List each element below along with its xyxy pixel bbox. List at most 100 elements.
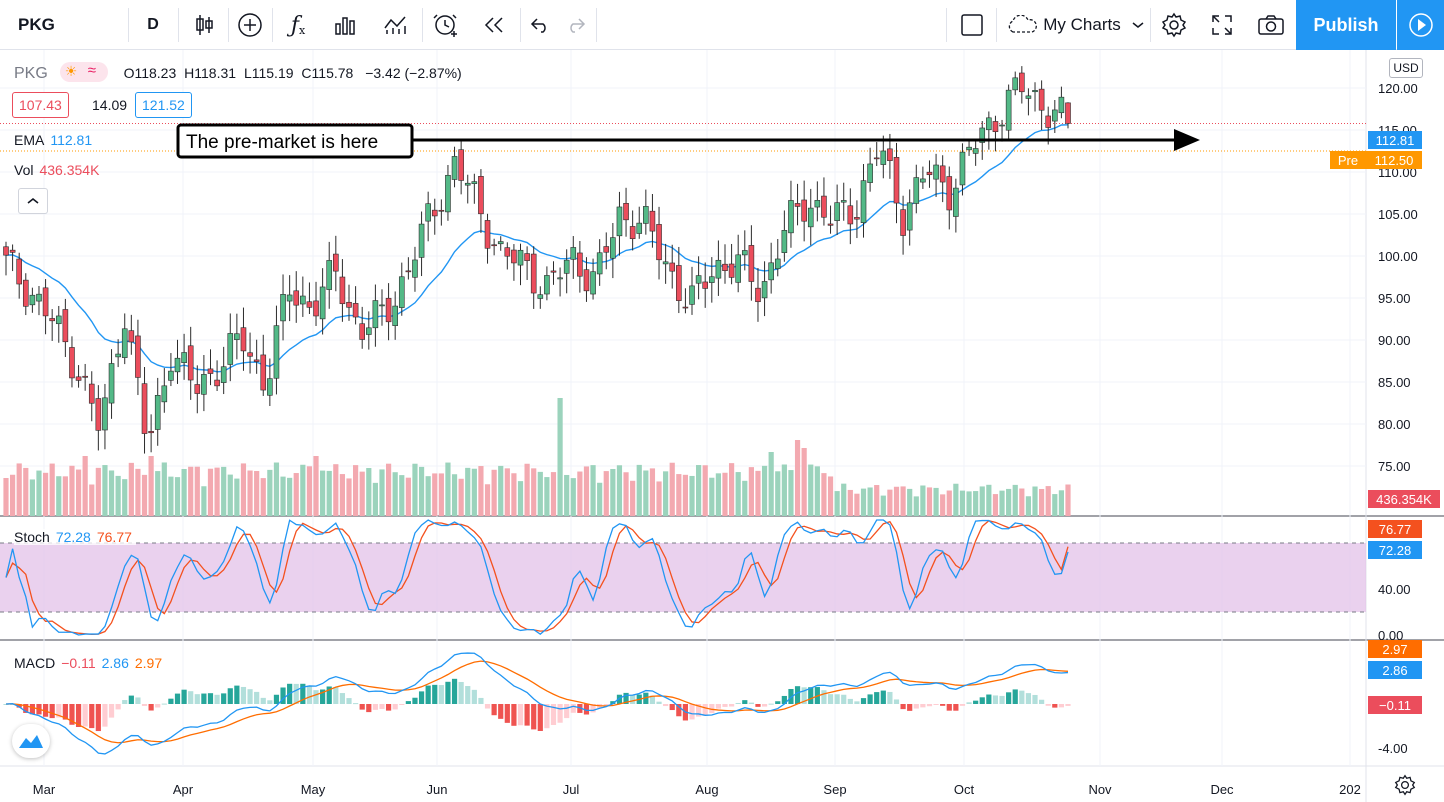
volume-bar — [29, 479, 35, 516]
currency-badge[interactable]: USD — [1389, 58, 1423, 78]
macd-histogram-bar — [722, 704, 728, 707]
fullscreen-square-icon[interactable] — [950, 0, 994, 50]
settings-gear-icon[interactable] — [1152, 0, 1196, 50]
volume-bar — [834, 491, 840, 516]
candle-body — [187, 345, 194, 381]
volume-bar — [333, 464, 339, 516]
redo-icon[interactable] — [558, 0, 594, 50]
compare-add-icon[interactable] — [230, 0, 270, 50]
macd-histogram-bar — [484, 704, 491, 709]
candle-body — [405, 270, 412, 273]
stoch-tick-label: 40.00 — [1378, 582, 1411, 597]
candle-body — [1032, 90, 1038, 93]
candle-body — [418, 223, 425, 258]
undo-icon[interactable] — [522, 0, 558, 50]
candle-body — [1005, 89, 1012, 131]
macd-histogram-bar — [498, 704, 504, 719]
candles-icon[interactable] — [182, 0, 226, 50]
volume-bar — [702, 465, 708, 516]
candle-body — [69, 347, 75, 379]
toolbar-divider — [946, 8, 947, 42]
candle-body — [95, 398, 102, 431]
macd-histogram-bar — [181, 689, 187, 704]
volume-bar — [168, 476, 174, 516]
volume-bar — [3, 478, 9, 516]
candle-body — [22, 279, 29, 307]
volume-bar — [1019, 488, 1025, 516]
candle-body — [3, 246, 9, 256]
volume-bar — [36, 470, 42, 516]
candle-body — [741, 250, 748, 256]
candle-body — [36, 293, 42, 302]
play-button[interactable] — [1397, 0, 1444, 50]
candle-body — [867, 163, 873, 183]
macd-histogram-bar — [550, 704, 557, 725]
volume-bar — [531, 468, 537, 516]
currency-label: USD — [1393, 61, 1419, 75]
volume-bar — [273, 462, 280, 516]
time-scale-settings-icon[interactable] — [1394, 774, 1420, 800]
templates-bar-icon[interactable] — [322, 0, 370, 50]
fullscreen-expand-icon[interactable] — [1198, 0, 1246, 50]
snapshot-camera-icon[interactable] — [1248, 0, 1294, 50]
macd-histogram-bar — [992, 695, 999, 704]
my-charts-button[interactable]: My Charts — [1000, 0, 1150, 50]
macd-histogram-bar — [221, 693, 227, 704]
macd-histogram-bar — [827, 694, 834, 704]
macd-histogram-bar — [366, 704, 372, 713]
interval-button[interactable]: D — [130, 0, 176, 50]
volume-bar — [768, 452, 774, 516]
volume-bar — [847, 489, 853, 516]
volume-bar — [445, 462, 451, 516]
bid-badge[interactable]: 107.43 — [12, 92, 69, 118]
volume-bar — [346, 478, 352, 516]
price-tick-label: 120.00 — [1378, 81, 1418, 96]
candle-body — [623, 203, 629, 221]
macd-histogram-bar — [23, 704, 29, 713]
macd-histogram-bar — [834, 694, 840, 704]
ask-badge[interactable]: 121.52 — [135, 92, 192, 118]
volume-bar — [148, 456, 154, 516]
annotation-arrow[interactable]: The pre-market is here — [176, 123, 1200, 159]
candle-body — [544, 275, 550, 295]
volume-bar — [372, 482, 378, 516]
candle-body — [550, 270, 557, 273]
macd-histogram-bar — [1019, 690, 1025, 704]
macd-histogram-bar — [16, 704, 22, 708]
volume-bar — [115, 475, 121, 516]
candle-body — [207, 368, 214, 374]
tradingview-logo[interactable] — [12, 724, 50, 758]
collapse-legend-button[interactable] — [18, 188, 48, 214]
macd-histogram-bar — [42, 704, 49, 717]
volume-bar — [201, 486, 207, 516]
candles — [3, 66, 1071, 454]
publish-button[interactable]: Publish — [1296, 0, 1396, 50]
chart-canvas[interactable]: 120.00115.00110.00105.00100.0095.0090.00… — [0, 50, 1444, 802]
volume-bar — [194, 466, 200, 516]
replay-rewind-icon[interactable] — [470, 0, 518, 50]
volume-bar — [1058, 490, 1065, 516]
volume-bar — [643, 470, 649, 516]
candle-body — [115, 353, 121, 358]
candle-body — [491, 244, 497, 247]
stoch-tick-label: 0.00 — [1378, 628, 1403, 643]
candle-body — [352, 303, 359, 318]
candle-body — [689, 285, 695, 305]
financials-chart-icon[interactable] — [372, 0, 420, 50]
alert-clock-icon[interactable] — [424, 0, 468, 50]
macd-histogram-bar — [933, 704, 939, 705]
annotation-box — [176, 123, 414, 159]
volume-bar — [227, 474, 233, 516]
candle-body — [887, 148, 893, 161]
macd-histogram-bar — [728, 704, 735, 707]
volume-bar — [860, 488, 867, 516]
symbol-search-button[interactable]: PKG — [0, 0, 128, 50]
volume-bar — [471, 468, 477, 516]
volume-bar — [306, 466, 313, 516]
market-status-badge[interactable]: ☀ ≈ — [59, 62, 108, 82]
volume-bar — [438, 473, 444, 516]
volume-bar — [161, 462, 167, 516]
macd-line — [5, 652, 1069, 755]
macd-histogram-bar — [748, 702, 754, 704]
